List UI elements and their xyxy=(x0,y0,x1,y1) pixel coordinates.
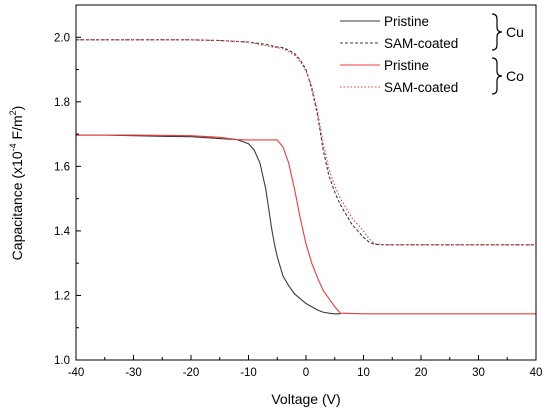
plot-frame xyxy=(75,4,537,361)
x-tick-label: -20 xyxy=(183,367,200,379)
series-co-pristine-line xyxy=(76,134,536,315)
y-tick-label: 1.2 xyxy=(54,290,70,302)
x-tick-label: 0 xyxy=(303,367,309,379)
y-tick-label: 1.4 xyxy=(54,226,71,238)
plot-lines xyxy=(76,39,536,315)
legend-group-label-cu: Cu xyxy=(506,24,524,40)
x-axis-title: Voltage (V) xyxy=(271,391,340,407)
y-axis-title-unit-exp: 2 xyxy=(8,110,18,115)
legend: Pristine SAM-coated Pristine SAM-coated … xyxy=(340,13,524,95)
y-axis-title-unit: F/m xyxy=(9,115,25,143)
x-tick-label: 20 xyxy=(415,367,428,379)
legend-brace-cu-icon xyxy=(491,13,503,51)
x-tick-label: -10 xyxy=(240,367,257,379)
x-tick-label: 30 xyxy=(472,367,485,379)
x-tick-label: 10 xyxy=(357,367,370,379)
legend-group-label-co: Co xyxy=(506,68,524,84)
y-axis-title: Capacitance (x10-4 F/m2) xyxy=(8,106,25,261)
y-tick-label: 1.8 xyxy=(54,97,70,109)
series-cu-sam-coated-line xyxy=(76,39,536,246)
y-axis-title-end: ) xyxy=(9,106,25,111)
legend-label-co-sam: SAM-coated xyxy=(384,80,458,95)
axis-ticks xyxy=(75,36,537,361)
x-tick-label: -30 xyxy=(125,367,142,379)
legend-brace-co-icon xyxy=(491,57,503,95)
y-axis-title-main: Capacitance (x10 xyxy=(9,151,25,260)
y-tick-label: 2.0 xyxy=(54,32,70,44)
axis-tick-labels: -40 -30 -20 -10 0 10 20 30 40 1.0 1.2 1.4 1.6 1.8 2.0 xyxy=(54,32,542,379)
legend-label-cu-sam: SAM-coated xyxy=(384,36,458,51)
x-tick-label: 40 xyxy=(530,367,543,379)
y-tick-label: 1.6 xyxy=(54,161,70,173)
y-tick-label: 1.0 xyxy=(54,355,70,367)
series-cu-pristine-line xyxy=(76,134,341,315)
y-axis-title-exp: -4 xyxy=(8,143,18,151)
legend-label-co-pristine: Pristine xyxy=(384,58,429,73)
x-tick-label: -40 xyxy=(68,367,85,379)
legend-label-cu-pristine: Pristine xyxy=(384,14,429,29)
